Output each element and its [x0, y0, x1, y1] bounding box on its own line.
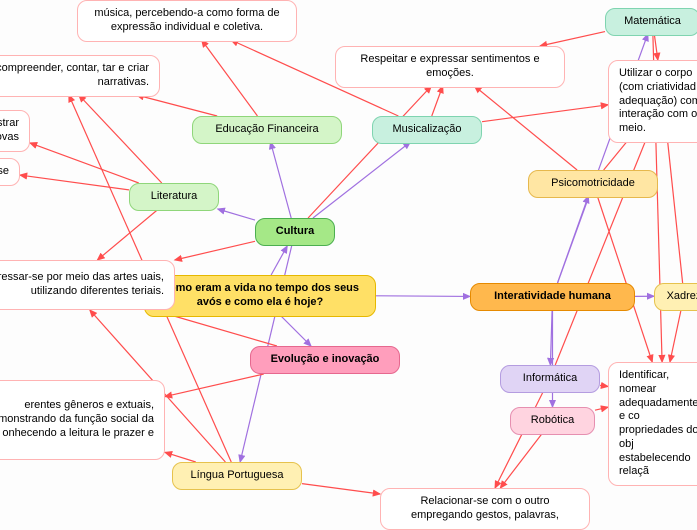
node-matematica[interactable]: Matemática — [605, 8, 697, 36]
node-label: Evolução e inovação — [271, 353, 380, 367]
edge — [30, 143, 139, 183]
node-label: Educação Financeira — [215, 123, 318, 137]
edge — [271, 246, 287, 275]
edge — [495, 391, 544, 488]
edge — [540, 32, 605, 46]
node-box_relac[interactable]: Relacionar-se com o outro empregando ges… — [380, 488, 590, 530]
edge — [271, 142, 292, 218]
node-label: do-se — [0, 165, 9, 179]
node-center[interactable]: Como eram a vida no tempo dos seus avós … — [144, 275, 376, 317]
edge — [20, 175, 129, 190]
node-label: Xadrez — [667, 290, 697, 304]
node-xadrez[interactable]: Xadrez — [654, 283, 697, 311]
edge — [165, 374, 264, 397]
edge — [175, 241, 255, 260]
edge — [670, 309, 681, 362]
node-literatura[interactable]: Literatura — [129, 183, 219, 211]
node-label: strar ovas — [0, 117, 19, 145]
edge — [550, 311, 552, 365]
edge — [79, 95, 162, 183]
node-cultura[interactable]: Cultura — [255, 218, 335, 246]
edge — [137, 95, 218, 116]
edge — [165, 452, 196, 462]
node-musical[interactable]: Musicalização — [372, 116, 482, 144]
edge — [97, 209, 158, 260]
edge — [474, 86, 577, 170]
node-box_narr[interactable]: , compreender, contar, tar e criar narra… — [0, 55, 160, 97]
edge — [302, 484, 380, 494]
edge — [595, 407, 608, 410]
node-box_ident[interactable]: Identificar, nomear adequadamente e co p… — [608, 362, 697, 486]
node-portugues[interactable]: Língua Portuguesa — [172, 462, 302, 490]
node-box_corpo[interactable]: Utilizar o corpo (com criatividad adequa… — [608, 60, 697, 143]
node-box_dose[interactable]: do-se — [0, 158, 20, 186]
node-label: Língua Portuguesa — [191, 469, 284, 483]
node-interativ[interactable]: Interatividade humana — [470, 283, 635, 311]
node-label: Musicalização — [392, 123, 461, 137]
node-box_artes[interactable]: ressar-se por meio das artes uais, utili… — [0, 260, 175, 310]
edge — [654, 34, 658, 60]
node-label: Informática — [523, 372, 577, 386]
edge — [280, 315, 311, 346]
node-psico[interactable]: Psicomotricidade — [528, 170, 658, 198]
node-label: ressar-se por meio das artes uais, utili… — [0, 271, 164, 299]
node-label: música, percebendo-a como forma de expre… — [88, 7, 286, 35]
edge — [600, 385, 608, 386]
edge — [308, 86, 431, 218]
node-robotica[interactable]: Robótica — [510, 407, 595, 435]
node-box_trar[interactable]: strar ovas — [0, 110, 30, 152]
node-informatica[interactable]: Informática — [500, 365, 600, 393]
node-educfin[interactable]: Educação Financeira — [192, 116, 342, 144]
edge — [500, 433, 542, 488]
node-label: Literatura — [151, 190, 197, 204]
node-box_sent[interactable]: Respeitar e expressar sentimentos e emoç… — [335, 46, 565, 88]
edge — [313, 142, 410, 218]
edge — [376, 296, 470, 297]
edge — [667, 135, 683, 283]
node-evolucao[interactable]: Evolução e inovação — [250, 346, 400, 374]
node-box_generos[interactable]: erentes gêneros e extuais, demonstrando … — [0, 380, 165, 460]
edge — [202, 40, 258, 116]
node-label: Matemática — [624, 15, 681, 29]
node-label: Robótica — [531, 414, 574, 428]
node-label: Respeitar e expressar sentimentos e emoç… — [346, 53, 554, 81]
node-label: Como eram a vida no tempo dos seus avós … — [155, 282, 365, 310]
node-label: Psicomotricidade — [551, 177, 635, 191]
node-label: Cultura — [276, 225, 315, 239]
node-label: Interatividade humana — [494, 290, 611, 304]
edge — [432, 86, 443, 116]
node-label: Relacionar-se com o outro empregando ges… — [391, 495, 579, 523]
node-label: , compreender, contar, tar e criar narra… — [0, 62, 149, 90]
node-label: Identificar, nomear adequadamente e co p… — [619, 369, 697, 479]
node-label: erentes gêneros e extuais, demonstrando … — [0, 399, 154, 440]
node-label: Utilizar o corpo (com criatividad adequa… — [619, 67, 697, 136]
edge — [218, 209, 255, 220]
edge — [597, 196, 652, 362]
node-box_musica[interactable]: música, percebendo-a como forma de expre… — [77, 0, 297, 42]
